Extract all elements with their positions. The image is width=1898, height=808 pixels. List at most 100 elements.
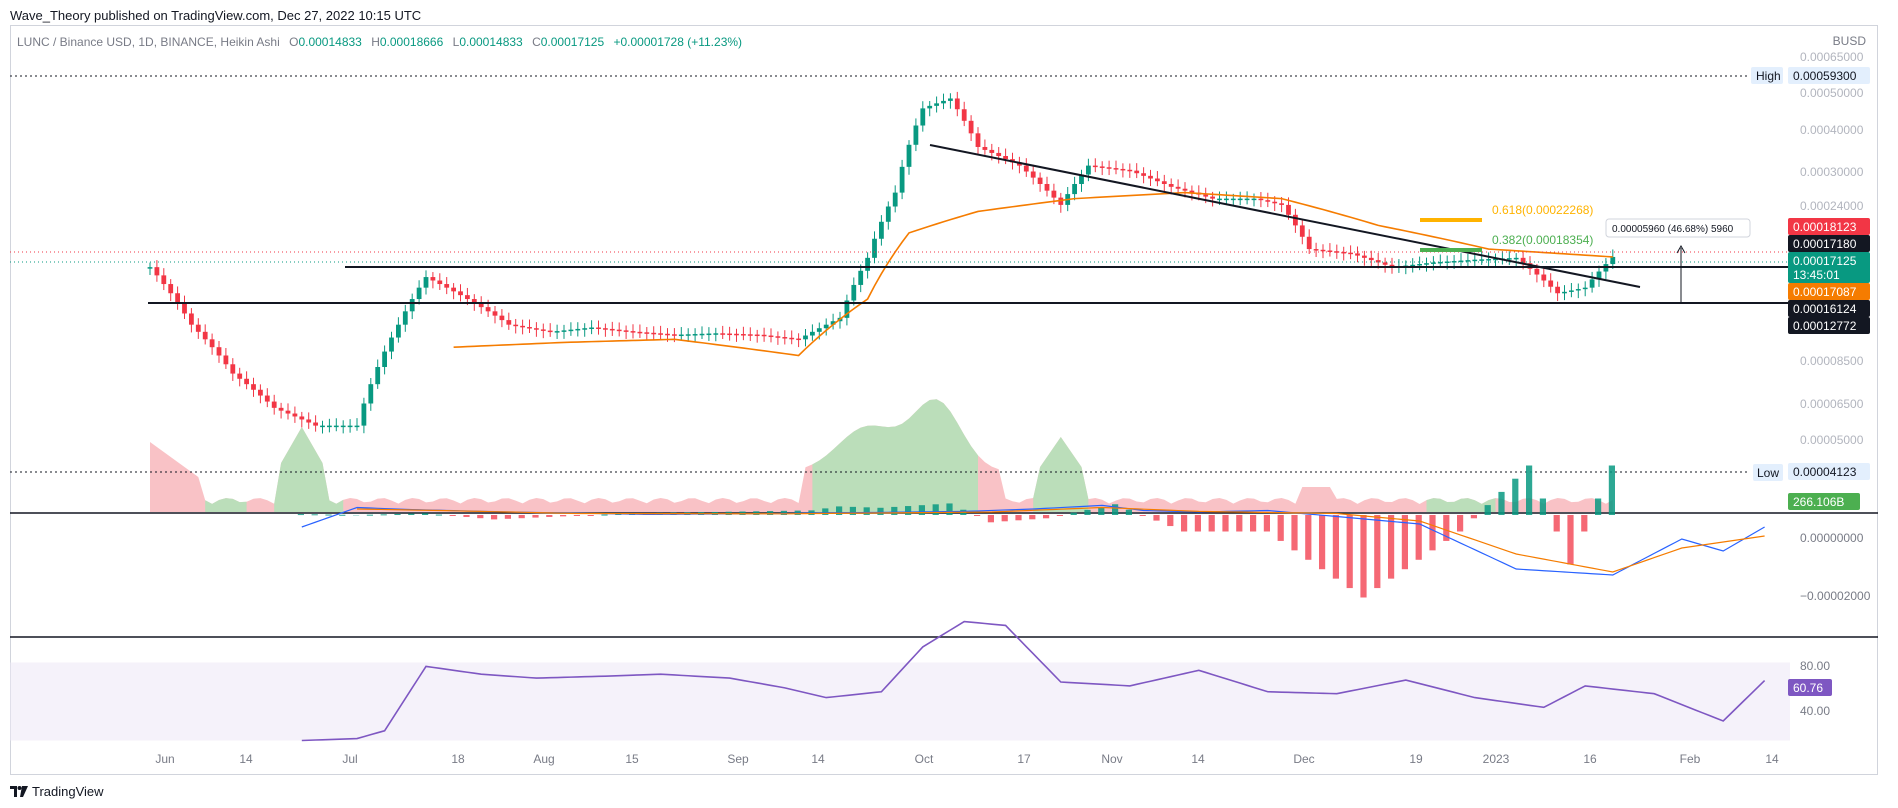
candle-body	[506, 320, 512, 325]
measure-label: 0.00005960 (46.68%) 5960	[1612, 224, 1734, 235]
macd-histogram-bar	[863, 507, 870, 515]
macd-histogram-bar	[380, 514, 387, 516]
candle-body	[230, 364, 236, 374]
candle-body	[782, 337, 788, 339]
candle-body	[706, 333, 712, 336]
macd-histogram-bar	[1388, 515, 1395, 579]
macd-histogram-bar	[1305, 515, 1312, 560]
candle-body	[534, 328, 539, 330]
macd-histogram-bar	[1319, 515, 1326, 570]
candle-body	[713, 333, 719, 335]
low-label: Low	[1757, 466, 1779, 480]
candle-body	[1168, 183, 1174, 187]
chart-frame	[10, 25, 1878, 775]
candle-body	[333, 425, 339, 428]
ma-price-tag-bg	[1788, 283, 1870, 300]
black-price-tag-1: 0.00017180	[1793, 237, 1857, 251]
candle-body	[223, 355, 229, 365]
currency-label: BUSD	[1832, 34, 1866, 48]
candle-body	[568, 329, 574, 332]
candle-body	[251, 384, 256, 390]
candle-body	[616, 329, 622, 332]
candle-body	[975, 133, 981, 147]
candle-body	[465, 295, 470, 300]
candle-body	[741, 334, 746, 336]
candle-body	[168, 284, 174, 294]
candle-body	[582, 328, 588, 330]
candle-body	[237, 373, 243, 379]
symbol-label[interactable]: LUNC / Binance USD, 1D, BINANCE, Heikin …	[17, 35, 280, 49]
candle-body	[1044, 183, 1050, 191]
candle-body	[954, 98, 960, 110]
macd-histogram-bar	[491, 515, 498, 520]
candle-body	[961, 109, 967, 121]
candle-body	[761, 334, 767, 337]
candle-body	[271, 401, 277, 408]
candle-body	[264, 395, 270, 402]
candle-body	[1230, 198, 1236, 201]
candle-body	[1382, 262, 1388, 265]
candle-body	[285, 410, 291, 414]
candle-body	[258, 389, 263, 396]
candle-body	[389, 337, 394, 352]
candle-body	[382, 351, 387, 368]
candle-body	[927, 105, 933, 109]
volume-up-area	[274, 427, 344, 512]
open-value: 0.00014833	[298, 35, 362, 49]
ma-layer	[453, 191, 1613, 357]
candle-body	[789, 337, 795, 340]
black-price-tag-3-bg	[1788, 317, 1870, 334]
macd-histogram-bar	[477, 515, 484, 519]
macd-histogram-bar	[353, 515, 360, 516]
candle-body	[1341, 251, 1347, 254]
candle-body	[1610, 256, 1616, 265]
macd-histogram-bar	[325, 514, 332, 516]
volume-tag: 266.106B	[1793, 495, 1844, 509]
candle-body	[1582, 287, 1588, 290]
candle-body	[754, 334, 760, 337]
macd-histogram-bar	[1250, 515, 1257, 532]
candle-body	[189, 313, 194, 325]
candle-body	[244, 378, 249, 385]
candle-body	[1437, 261, 1443, 264]
candle-body	[1320, 249, 1326, 252]
candle-body	[892, 192, 898, 207]
candle-body	[589, 327, 594, 330]
candle-body	[1562, 291, 1567, 294]
macd-histogram-bar	[1139, 515, 1146, 516]
candle-body	[1575, 289, 1581, 291]
candle-body	[630, 331, 636, 333]
candle-body	[1327, 250, 1333, 252]
time-axis-tick: Feb	[1680, 752, 1701, 766]
macd-histogram-bar	[1346, 515, 1353, 589]
candle-body	[699, 333, 705, 336]
candle-body	[775, 336, 781, 338]
candle-body	[678, 334, 684, 337]
macd-histogram-bar	[1526, 465, 1533, 515]
candle-body	[402, 311, 408, 325]
macd-histogram-bar	[918, 505, 925, 515]
candle-body	[1203, 194, 1209, 197]
fib-618-label: 0.618(0.00022268)	[1492, 203, 1593, 217]
macd-axis-tick: 0.00000000	[1800, 531, 1864, 545]
candle-body	[327, 425, 332, 428]
candle-body	[375, 367, 381, 385]
candle-body	[416, 287, 422, 300]
footer-brand[interactable]: TradingView	[10, 784, 104, 799]
macd-histogram-bar	[1498, 491, 1505, 515]
macd-histogram-bar	[1443, 515, 1450, 541]
candle-body	[1086, 165, 1091, 175]
volume-tag-bg	[1788, 493, 1860, 510]
low-label-bg	[1753, 464, 1783, 481]
signal-line	[356, 506, 1765, 573]
candle-body	[734, 333, 739, 336]
candle-body	[844, 300, 850, 318]
candle-body	[1431, 262, 1436, 264]
macd-histogram-bar	[1194, 515, 1201, 532]
macd-histogram-bar	[601, 514, 608, 516]
candle-body	[1134, 170, 1140, 174]
candle-body	[651, 332, 657, 335]
time-axis-tick: Nov	[1101, 752, 1122, 766]
candle-body	[1548, 280, 1554, 287]
